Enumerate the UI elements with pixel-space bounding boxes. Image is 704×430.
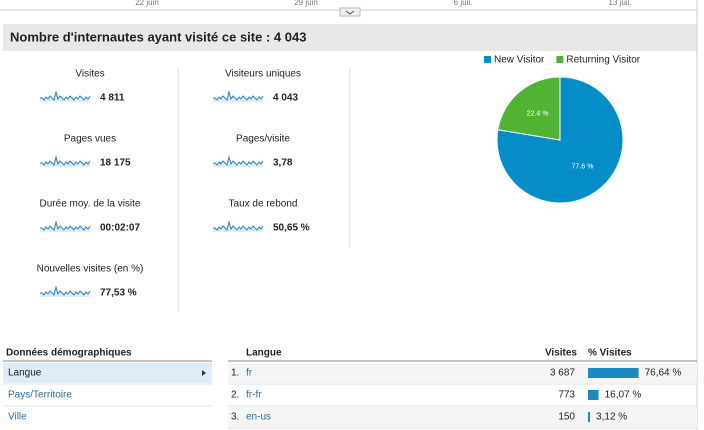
metric-label: Taux de rebond (229, 199, 298, 210)
row-bg (228, 407, 697, 427)
metric-label: Nouvelles visites (en %) (37, 264, 144, 275)
metric-value: 77,53 % (100, 288, 137, 299)
sparkline-area (40, 92, 90, 102)
pie-label: 22.4 % (527, 110, 549, 117)
metric-value: 4 811 (100, 93, 125, 104)
language[interactable]: en-us (246, 412, 271, 423)
language[interactable]: fr (246, 368, 253, 379)
column-header: Langue (246, 348, 282, 359)
metric-label: Durée moy. de la visite (40, 199, 141, 210)
demographics-item[interactable]: Ville (8, 412, 27, 423)
pie-label: 77.6 % (572, 163, 594, 170)
sparkline (40, 90, 91, 101)
legend-swatch (556, 56, 564, 63)
rank: 2. (231, 390, 239, 401)
sparkline-area (40, 287, 90, 297)
language[interactable]: fr-fr (246, 390, 262, 401)
sparkline-area (213, 157, 263, 167)
row-bg (228, 363, 697, 383)
title-bar (3, 24, 697, 51)
sparkline (213, 155, 264, 166)
visits: 3 687 (550, 368, 575, 379)
selected-item-bg (3, 363, 212, 383)
share-label: 16,07 % (605, 390, 642, 401)
sparkline-area (213, 222, 263, 232)
collapse-arrow (345, 10, 355, 15)
demographics-item[interactable]: Pays/Territoire (8, 390, 72, 401)
metric-label: Pages/visite (236, 134, 290, 145)
rank: 1. (231, 368, 239, 379)
sparkline (213, 90, 264, 101)
visits: 150 (558, 412, 575, 423)
sparkline-area (40, 157, 90, 167)
page-title: Nombre d'internautes ayant visité ce sit… (10, 29, 306, 44)
metric-value: 18 175 (100, 158, 131, 169)
collapse-button[interactable] (339, 7, 361, 17)
demographics-title: Données démographiques (6, 348, 132, 359)
metric-value: 50,65 % (273, 223, 310, 234)
timeline-label: 22 juin (135, 0, 159, 7)
metric-value: 00:02:07 (100, 223, 140, 234)
rank: 3. (231, 412, 239, 423)
pie-slice (497, 76, 561, 141)
legend-label: New Visitor (494, 55, 545, 66)
share-bar (588, 390, 599, 400)
column-header: Visites (545, 348, 577, 359)
sparkline (40, 220, 91, 231)
metric-value: 4 043 (273, 93, 298, 104)
item-arrow (202, 370, 206, 376)
metric-value: 3,78 (273, 158, 293, 169)
sparkline-area (40, 222, 90, 232)
timeline-label: 6 juil. (454, 0, 473, 7)
share-bar (588, 412, 591, 422)
share-label: 3,12 % (596, 412, 627, 423)
legend-label: Returning Visitor (566, 55, 640, 66)
metric-label: Visiteurs uniques (225, 69, 301, 80)
sparkline-area (213, 92, 263, 102)
column-header: % Visites (588, 348, 632, 359)
share-bar (588, 368, 639, 378)
sparkline (40, 155, 91, 166)
metric-label: Visites (75, 69, 104, 80)
sparkline (40, 285, 91, 296)
metric-label: Pages vues (64, 134, 116, 145)
visits: 773 (558, 390, 575, 401)
demographics-item[interactable]: Langue (8, 368, 42, 379)
share-label: 76,64 % (645, 368, 682, 379)
legend-swatch (484, 56, 491, 63)
sparkline (213, 220, 264, 231)
timeline-label: 13 juil. (608, 0, 631, 7)
timeline-label: 29 juin (294, 0, 318, 7)
